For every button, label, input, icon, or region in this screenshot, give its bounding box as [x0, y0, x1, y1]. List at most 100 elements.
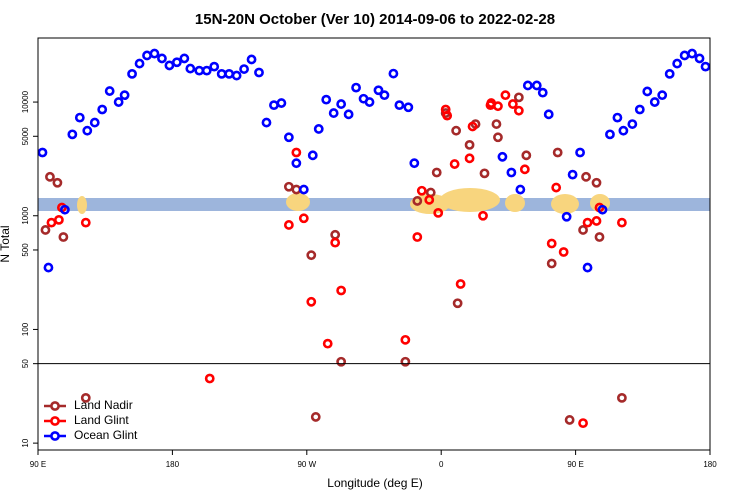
point	[672, 58, 683, 69]
y-axis-label: N Total	[0, 225, 12, 262]
legend-label: Land Nadir	[74, 398, 133, 412]
y-tick-label: 100	[21, 322, 30, 336]
point	[616, 392, 627, 403]
point	[119, 90, 130, 101]
point	[37, 147, 48, 158]
x-tick-label: 90 E	[567, 460, 583, 469]
point	[149, 48, 160, 59]
point	[412, 232, 423, 242]
point	[82, 125, 93, 136]
legend-label: Land Glint	[74, 413, 129, 427]
point	[519, 164, 530, 175]
point	[700, 61, 711, 72]
point	[442, 110, 453, 121]
point	[522, 80, 533, 91]
legend-marker	[50, 431, 60, 441]
point	[452, 298, 463, 309]
point	[298, 213, 309, 224]
point	[400, 356, 411, 367]
point	[179, 53, 190, 64]
legend-marker	[50, 401, 60, 411]
point	[261, 117, 272, 128]
point	[291, 147, 302, 158]
point	[627, 119, 638, 129]
y-tick-label: 500	[21, 243, 30, 257]
point	[322, 338, 333, 349]
point	[464, 153, 475, 164]
point	[597, 204, 608, 215]
y-tick-label: 10000	[21, 90, 30, 113]
point	[164, 60, 175, 71]
point	[531, 80, 542, 91]
point	[694, 53, 705, 64]
point	[455, 279, 466, 289]
point	[581, 171, 591, 182]
point	[54, 214, 64, 225]
y-tick-label: 50	[21, 359, 30, 368]
point	[582, 262, 593, 273]
point	[513, 105, 524, 116]
point	[58, 232, 69, 242]
point	[546, 258, 557, 269]
point	[543, 109, 554, 120]
point	[185, 63, 196, 74]
point	[89, 117, 100, 128]
point	[605, 129, 615, 140]
point	[591, 177, 602, 188]
legend-label: Ocean Glint	[74, 428, 138, 442]
point	[307, 150, 318, 161]
point	[171, 57, 182, 68]
point	[493, 101, 503, 112]
point	[493, 132, 503, 143]
point	[43, 262, 54, 273]
point	[231, 70, 242, 81]
point	[616, 217, 627, 228]
chart-title: 15N-20N October (Ver 10) 2014-09-06 to 2…	[195, 11, 555, 28]
point	[664, 68, 675, 79]
point	[515, 184, 526, 195]
plot-frame	[37, 37, 711, 451]
point	[52, 177, 63, 188]
point	[373, 85, 384, 96]
point	[351, 82, 361, 93]
point	[464, 139, 475, 150]
point	[343, 109, 354, 120]
point	[497, 151, 508, 162]
y-tick-label: 1000	[21, 206, 30, 224]
point	[564, 415, 575, 425]
point	[551, 182, 562, 193]
point	[521, 150, 532, 161]
point	[687, 48, 697, 59]
point	[40, 225, 51, 235]
point	[491, 119, 502, 129]
point	[567, 169, 578, 180]
point	[306, 296, 317, 307]
point	[591, 216, 602, 226]
point	[409, 158, 420, 169]
point	[67, 129, 78, 140]
point	[80, 217, 91, 228]
point	[254, 67, 264, 78]
point	[306, 250, 317, 261]
point	[298, 184, 309, 195]
point	[403, 102, 414, 113]
x-tick-label: 180	[703, 460, 717, 469]
y-tick-label: 5000	[21, 127, 30, 145]
point	[97, 104, 108, 115]
point	[276, 98, 287, 108]
point	[388, 68, 399, 79]
point	[59, 204, 70, 215]
point	[239, 64, 249, 74]
point	[336, 285, 347, 296]
point	[330, 237, 341, 248]
point	[80, 392, 91, 403]
point	[657, 90, 668, 101]
point	[313, 124, 324, 134]
point	[364, 97, 375, 107]
point	[500, 90, 511, 101]
point	[479, 168, 490, 179]
point	[400, 334, 411, 345]
point	[104, 86, 115, 96]
point	[507, 99, 518, 109]
